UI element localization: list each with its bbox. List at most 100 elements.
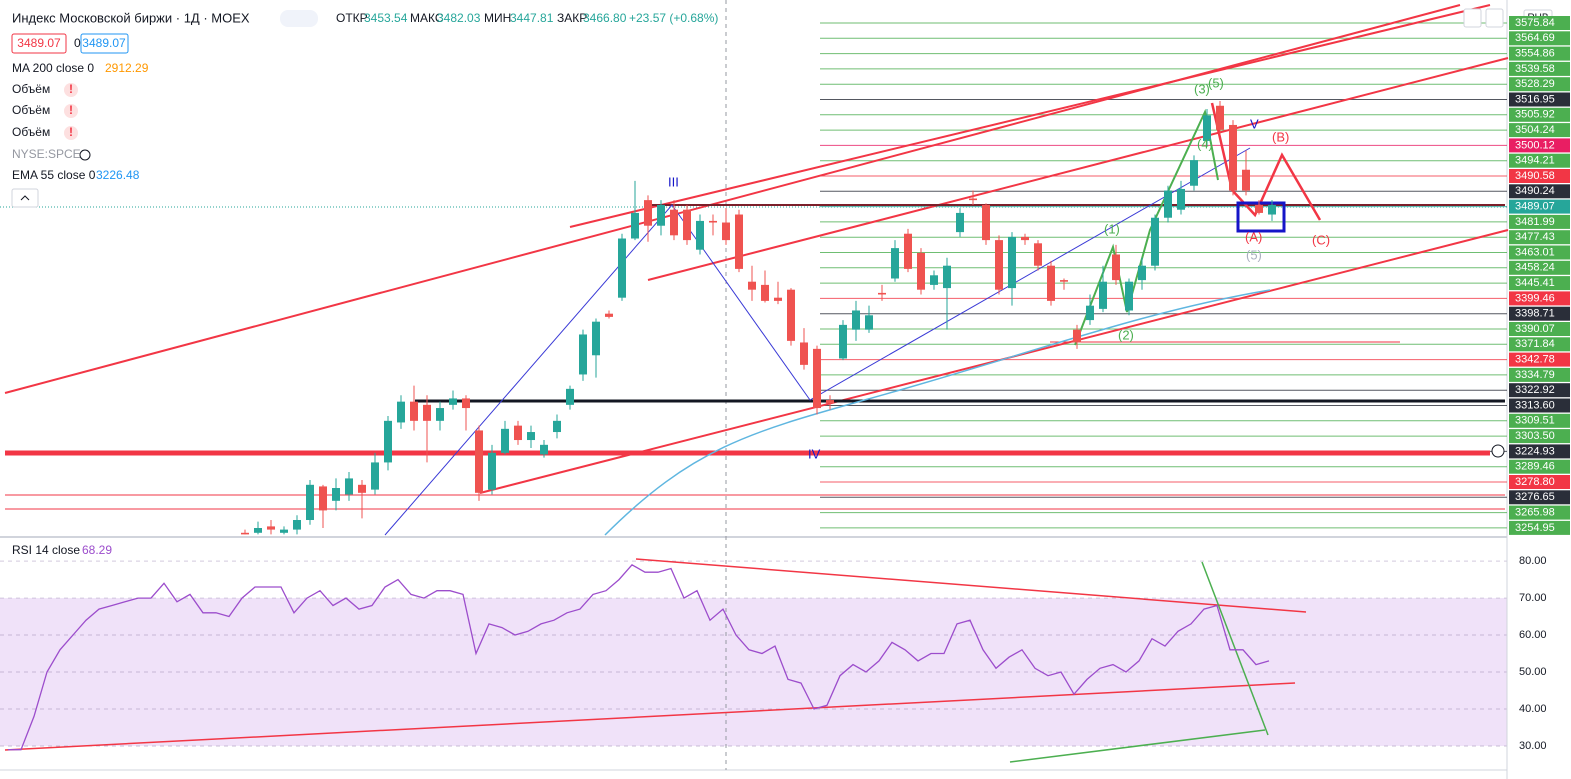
price-label: 3390.07 xyxy=(1515,323,1555,335)
price-label-bg xyxy=(1509,322,1570,336)
price-label-bg xyxy=(1509,92,1570,107)
price-label: 3265.98 xyxy=(1515,507,1555,519)
price-label-bg xyxy=(1509,291,1570,306)
wave-line xyxy=(384,147,1251,536)
candle-body xyxy=(410,401,418,421)
price-label-bg xyxy=(1509,16,1570,30)
add-button[interactable] xyxy=(1491,444,1505,458)
price-label: 3505.92 xyxy=(1515,109,1555,121)
price-label-bg xyxy=(1509,429,1570,444)
trend-line xyxy=(647,57,1509,281)
annotation: IV xyxy=(808,446,821,461)
price-label-bg xyxy=(1509,214,1570,229)
candle-body xyxy=(722,222,730,241)
candle-body xyxy=(696,220,704,250)
svg-text:!: ! xyxy=(69,103,73,117)
indicator-name: MA 200 close 0 xyxy=(12,61,94,75)
ohlc-value: 3453.54 xyxy=(364,11,408,25)
ohlc-label: МИН xyxy=(484,11,511,25)
annotation: (B) xyxy=(1272,129,1289,144)
buy-button[interactable] xyxy=(80,33,129,54)
candle-body xyxy=(865,315,873,330)
collapse-icon xyxy=(20,195,30,201)
error-icons: ! ! ! xyxy=(64,82,78,140)
price-label: 3504.24 xyxy=(1515,124,1555,136)
price-label: 3313.60 xyxy=(1515,399,1555,411)
sell-price[interactable]: 3489.07 xyxy=(17,36,61,50)
toolbar-button[interactable] xyxy=(1463,8,1482,28)
price-label-bg xyxy=(1509,398,1570,413)
toolbar-button[interactable] xyxy=(1485,8,1504,28)
candle-body xyxy=(345,478,353,495)
svg-text:!: ! xyxy=(69,82,73,96)
price-label-bg xyxy=(1509,520,1570,535)
candle-body xyxy=(1125,281,1133,311)
indicator-name: Объём xyxy=(12,82,50,96)
price-label: 3303.50 xyxy=(1515,430,1555,442)
candle-body xyxy=(826,400,834,404)
hidden-icon[interactable] xyxy=(79,149,91,161)
price-label-bg xyxy=(1509,61,1570,76)
candle-body xyxy=(904,233,912,269)
candle-body xyxy=(267,526,275,530)
price-label-bg xyxy=(1509,367,1570,382)
candle-body xyxy=(514,425,522,441)
candle-body xyxy=(1099,281,1107,309)
collapse-button[interactable] xyxy=(11,188,39,208)
badge xyxy=(280,10,318,27)
candle-body xyxy=(553,420,561,433)
annotation: III xyxy=(668,174,679,189)
price-label-bg xyxy=(1509,383,1570,398)
annotation: (2) xyxy=(1118,327,1134,342)
annotation: (5) xyxy=(1208,75,1224,90)
candle-body xyxy=(423,404,431,421)
price-label: 3445.41 xyxy=(1515,277,1555,289)
price-label-bg xyxy=(1509,31,1570,46)
price-label-bg xyxy=(1509,230,1570,245)
price-label: 3371.84 xyxy=(1515,338,1555,350)
candle-body xyxy=(631,212,639,239)
candle-body xyxy=(306,484,314,521)
y-tick-label: 70.00 xyxy=(1519,592,1547,604)
candle-body xyxy=(1021,236,1029,241)
candle-body xyxy=(917,252,925,290)
price-label: 3463.01 xyxy=(1515,246,1555,258)
indicator-name: Объём xyxy=(12,125,50,139)
candle-body xyxy=(618,238,626,298)
candle-body xyxy=(579,334,587,375)
price-label: 3224.93 xyxy=(1515,445,1555,457)
price-label: 3254.95 xyxy=(1515,522,1555,534)
price-label: 3490.58 xyxy=(1515,170,1555,182)
sell-button[interactable] xyxy=(11,33,67,54)
buy-price[interactable]: 3489.07 xyxy=(82,36,126,50)
candle-body xyxy=(891,248,899,279)
price-label: 3322.92 xyxy=(1515,384,1555,396)
price-label-bg xyxy=(1509,184,1570,199)
candle-body xyxy=(1229,124,1237,191)
price-label: 3481.99 xyxy=(1515,216,1555,228)
candle-body xyxy=(475,430,483,493)
candle-body xyxy=(878,292,886,295)
candle-body xyxy=(1190,160,1198,186)
price-label: 3458.24 xyxy=(1515,262,1555,274)
target-box xyxy=(1236,201,1286,233)
ohlc-label: ОТКР xyxy=(336,11,368,25)
candle-body xyxy=(709,220,717,223)
price-label: 3516.95 xyxy=(1515,93,1555,105)
y-tick-label: 50.00 xyxy=(1519,666,1547,678)
candle-body xyxy=(371,462,379,490)
candle-body xyxy=(1255,204,1263,213)
candle-body xyxy=(1177,188,1185,210)
candle-body xyxy=(930,275,938,285)
candle-body xyxy=(644,200,652,226)
candle-body xyxy=(839,324,847,359)
candle-body xyxy=(1034,243,1042,266)
candle-body xyxy=(774,297,782,301)
price-label: 3575.84 xyxy=(1515,17,1555,29)
price-label: 3276.65 xyxy=(1515,491,1555,503)
candle-body xyxy=(735,214,743,269)
candle-body xyxy=(280,529,288,533)
price-label: 3278.80 xyxy=(1515,476,1555,488)
ema-line xyxy=(604,289,1271,536)
